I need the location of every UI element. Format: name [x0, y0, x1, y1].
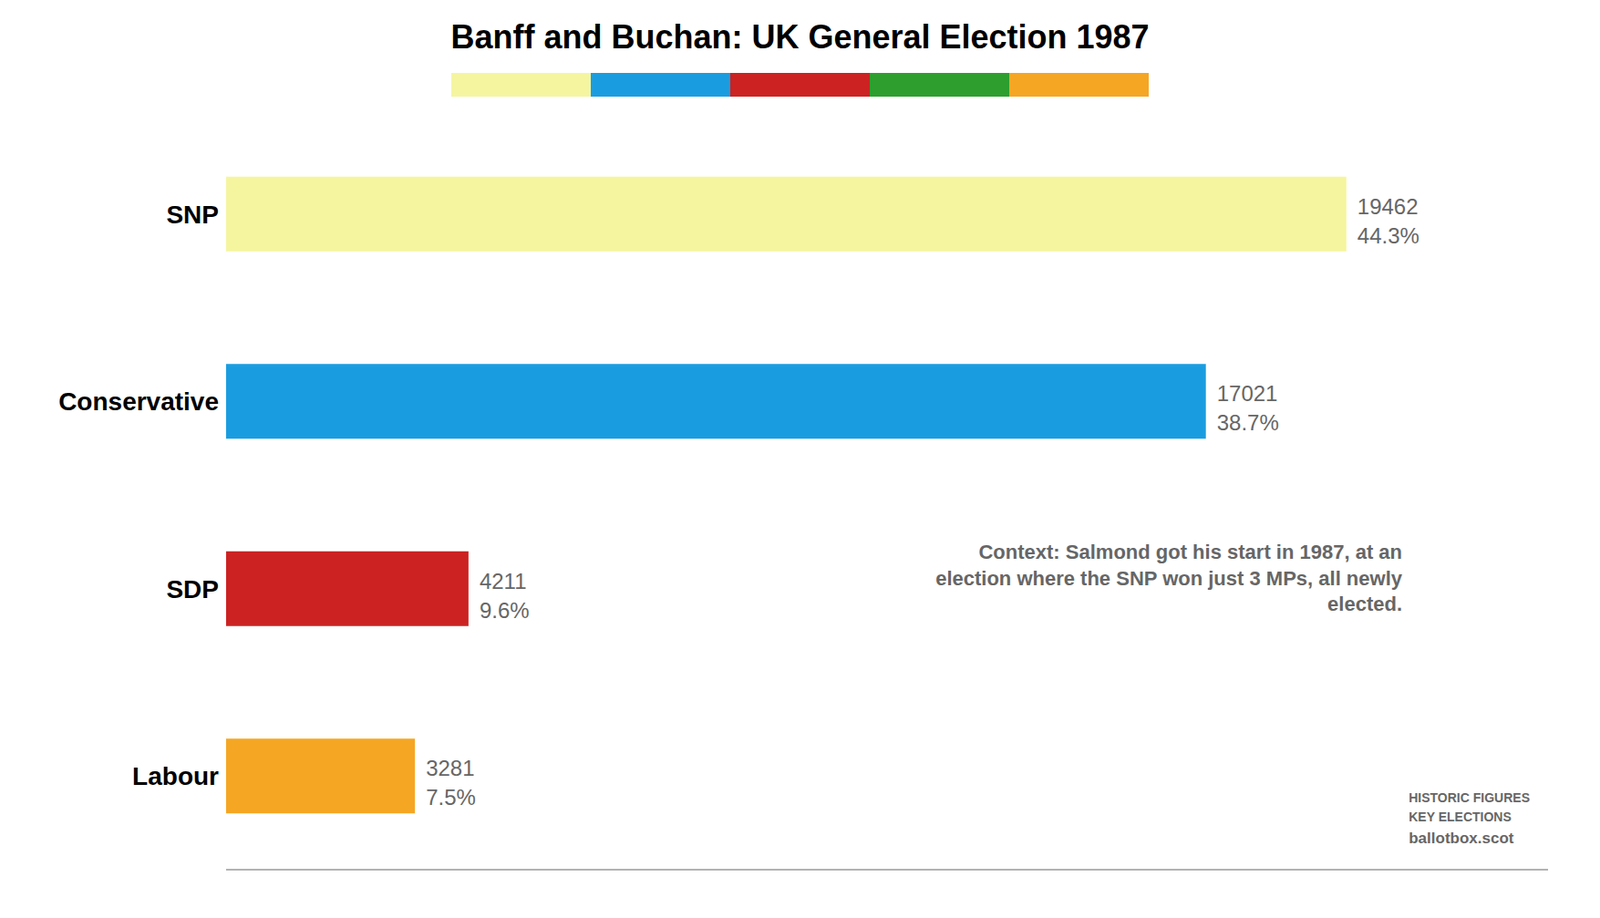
svg-text:SNP: SNP — [165, 200, 219, 229]
svg-text:38.7%: 38.7% — [1217, 410, 1280, 435]
html-text:HISTORIC FIGURES: HISTORIC FIGURES — [1408, 789, 1530, 805]
svg-text:17021: 17021 — [1217, 381, 1279, 406]
svg-text:3281: 3281 — [425, 755, 475, 781]
svg-text:SDP: SDP — [165, 575, 219, 604]
svg-text:7.5%: 7.5% — [425, 784, 476, 810]
svg-text:9.6%: 9.6% — [479, 598, 530, 623]
svg-text:19462: 19462 — [1357, 194, 1419, 219]
svg-text:4211: 4211 — [479, 568, 527, 594]
svg-text:44.3%: 44.3% — [1357, 223, 1420, 248]
html-text:KEY ELECTIONS: KEY ELECTIONS — [1408, 809, 1512, 824]
html-text:Context: Salmond got his start: Context: Salmond got his start in 1987, … — [935, 540, 1403, 616]
svg-text:Conservative: Conservative — [58, 387, 219, 416]
html-text:ballotbox.scot: ballotbox.scot — [1408, 829, 1514, 847]
svg-text:Labour: Labour — [132, 762, 219, 791]
html-text:Banff and Buchan: UK General E: Banff and Buchan: UK General Election 19… — [450, 18, 1150, 56]
